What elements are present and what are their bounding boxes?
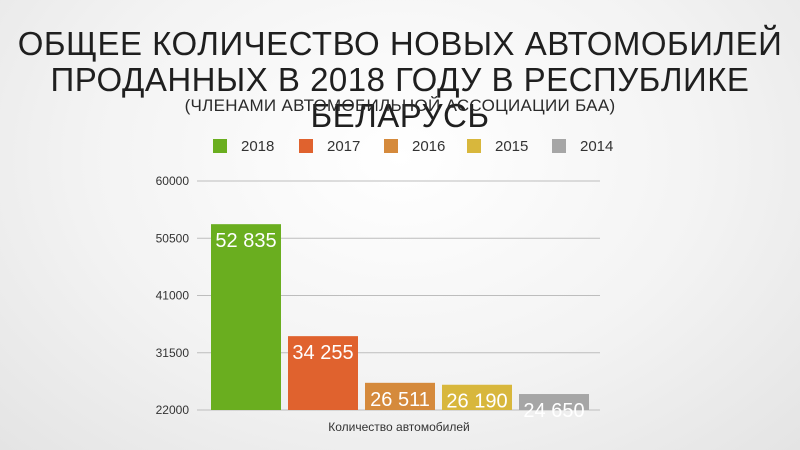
legend-label: 2016 (412, 137, 446, 155)
bar-value-label-2014: 24 650 (523, 400, 584, 422)
bar-value-label-2018: 52 835 (215, 230, 276, 252)
legend-swatch (299, 139, 313, 153)
y-tick-label: 41000 (156, 289, 190, 303)
legend-label: 2017 (327, 137, 361, 155)
y-tick-label: 50500 (156, 231, 190, 245)
bar-value-label-2016: 26 511 (370, 389, 430, 411)
bar-2018 (211, 224, 281, 410)
x-axis-label: Количество автомобилей (328, 420, 469, 434)
bar-value-label-2017: 34 255 (292, 342, 353, 364)
bar-value-label-2015: 26 190 (446, 391, 507, 413)
legend-label: 2015 (495, 137, 529, 155)
bar-2014 (519, 394, 589, 410)
legend-swatch (213, 139, 227, 153)
legend-item-2018: 2018 (213, 136, 274, 156)
legend-item-2015: 2015 (467, 136, 528, 156)
legend-swatch (467, 139, 481, 153)
legend-item-2016: 2016 (384, 136, 445, 156)
legend-label: 2018 (241, 137, 275, 155)
bar-2017 (288, 336, 358, 410)
legend-label: 2014 (580, 137, 614, 155)
y-tick-label: 22000 (156, 403, 190, 417)
y-tick-label: 31500 (156, 346, 190, 360)
chart-legend: 2018 2017 2016 2015 2014 (0, 136, 800, 156)
legend-swatch (384, 139, 398, 153)
bar-2016 (365, 382, 435, 410)
chart-subtitle: (ЧЛЕНАМИ АВТОМОБИЛЬНОЙ АССОЦИАЦИИ БАА) (184, 96, 616, 115)
bar-2015 (442, 384, 512, 410)
chart-title-line-2: ПРОДАННЫХ В 2018 ГОДУ В РЕСПУБЛИКЕ БЕЛАР… (50, 61, 750, 134)
legend-item-2017: 2017 (299, 136, 360, 156)
legend-item-2014: 2014 (552, 136, 613, 156)
chart-title-line-1: ОБЩЕЕ КОЛИЧЕСТВО НОВЫХ АВТОМОБИЛЕЙ (17, 25, 783, 62)
y-tick-label: 60000 (156, 174, 190, 188)
legend-swatch (552, 139, 566, 153)
